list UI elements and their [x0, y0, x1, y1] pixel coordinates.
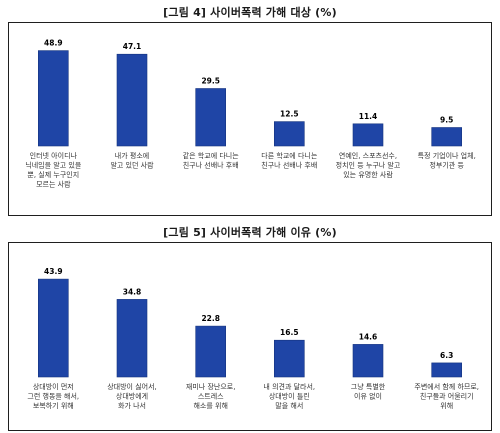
chart-panel-figure5: 43.9 상대방이 먼저 그런 행동을 해서, 보복하기 위해 34.8 상대방이 싫어서…	[8, 242, 492, 431]
category-label-1-2: 재미나 장난으로, 스트레스 해소를 위해	[186, 382, 236, 410]
bar-1-0	[37, 278, 69, 378]
category-label-line: 다른 학교에 다니는	[261, 151, 318, 160]
bar-0-3	[273, 121, 305, 147]
chart-title-figure5: [그림 5] 사이버폭력 가해 이유 (%)	[163, 226, 337, 239]
bar-0-1	[116, 53, 148, 147]
chart-title-figure4: [그림 4] 사이버폭력 가해 대상 (%)	[163, 6, 337, 19]
category-label-1-0: 상대방이 먼저 그런 행동을 해서, 보복하기 위해	[27, 382, 79, 410]
data-label-1-4: 14.6	[359, 332, 378, 341]
category-label-line: 특정 기업이나 업체,	[418, 151, 476, 160]
data-label-1-1: 34.8	[123, 287, 142, 296]
bar-0-0	[37, 50, 69, 147]
category-label-line: 스트레스	[198, 392, 224, 401]
bar-1-3	[273, 339, 305, 378]
bar-0-4	[352, 123, 384, 147]
bar-1-1	[116, 299, 148, 378]
data-label-0-3: 12.5	[280, 110, 299, 119]
category-label-line: 화가 나서	[118, 401, 146, 410]
category-label-line: 해소를 위해	[193, 401, 227, 410]
category-label-line: 말을 해서	[275, 401, 303, 410]
category-label-line: 정부기관 등	[429, 161, 464, 170]
data-label-1-3: 16.5	[280, 328, 299, 337]
bar-chart-figure5: 43.9 상대방이 먼저 그런 행동을 해서, 보복하기 위해 34.8 상대방이 싫어서…	[27, 267, 479, 410]
category-label-line: 친구들과 어울리기	[420, 392, 474, 401]
category-label-0-3: 다른 학교에 다니는 친구나 선배나 후배	[261, 151, 318, 170]
category-label-line: 위해	[440, 401, 453, 410]
category-label-line: 상대방이 틀린	[269, 392, 310, 401]
data-label-0-0: 48.9	[44, 39, 63, 48]
category-label-1-3: 내 의견과 달라서, 상대방이 틀린 말을 해서	[263, 382, 315, 410]
category-label-0-5: 특정 기업이나 업체, 정부기관 등	[418, 151, 476, 170]
category-label-0-0: 인터넷 아이디나 닉네임을 알고 있을 뿐, 실제 누구인지 모르는 사람	[25, 151, 82, 189]
category-label-line: 상대방에게	[116, 392, 148, 401]
category-label-line: 뿐, 실제 누구인지	[27, 170, 79, 179]
category-label-line: 내가 평소에	[115, 151, 149, 160]
category-label-line: 있는 유명한 사람	[343, 170, 393, 179]
category-label-line: 알고 있던 사람	[110, 161, 154, 170]
category-label-line: 모르는 사람	[36, 180, 71, 189]
bar-0-2	[195, 88, 226, 147]
category-label-line: 친구나 선배나 후배	[183, 161, 239, 170]
bar-1-2	[195, 325, 226, 378]
category-label-0-2: 같은 학교에 다니는 친구나 선배나 후배	[183, 151, 240, 170]
category-label-line: 그런 행동을 해서,	[27, 392, 79, 401]
bar-1-4	[352, 344, 384, 378]
category-label-0-1: 내가 평소에 알고 있던 사람	[110, 151, 154, 170]
data-label-1-0: 43.9	[44, 267, 63, 276]
bar-0-5	[431, 127, 463, 147]
bar-1-5	[431, 362, 463, 378]
category-label-line: 상대방이 먼저	[33, 382, 74, 391]
category-label-line: 친구나 선배나 후배	[261, 161, 317, 170]
category-label-line: 상대방이 싫어서,	[107, 382, 157, 391]
data-label-0-4: 11.4	[359, 112, 378, 121]
category-label-line: 닉네임을 알고 있을	[25, 161, 82, 170]
data-label-0-5: 9.5	[440, 116, 453, 125]
category-label-line: 이유 없이	[354, 392, 382, 401]
category-label-1-4: 그냥 특별한 이유 없이	[351, 382, 386, 401]
category-label-line: 연예인, 스포츠선수,	[339, 151, 397, 160]
data-label-0-2: 29.5	[201, 77, 220, 86]
category-label-line: 보복하기 위해	[33, 401, 74, 410]
category-label-line: 주변에서 함께 하므로,	[414, 382, 479, 391]
category-label-1-1: 상대방이 싫어서, 상대방에게 화가 나서	[107, 382, 157, 410]
category-label-line: 재미나 장난으로,	[186, 382, 236, 391]
category-label-line: 그냥 특별한	[351, 382, 386, 391]
data-label-1-2: 22.8	[201, 314, 220, 323]
bar-chart-figure4: 48.9 인터넷 아이디나 닉네임을 알고 있을 뿐, 실제 누구인지 모르는 사람 47…	[25, 39, 476, 189]
category-label-line: 인터넷 아이디나	[30, 151, 78, 160]
category-label-0-4: 연예인, 스포츠선수, 정치인 등 누구나 알고 있는 유명한 사람	[336, 151, 401, 179]
category-label-line: 내 의견과 달라서,	[263, 382, 315, 391]
chart-panel-figure4: 48.9 인터넷 아이디나 닉네임을 알고 있을 뿐, 실제 누구인지 모르는 사람 47…	[8, 22, 492, 216]
category-label-line: 정치인 등 누구나 알고	[336, 161, 401, 170]
category-label-line: 같은 학교에 다니는	[183, 151, 240, 160]
data-label-1-5: 6.3	[440, 351, 453, 360]
data-label-0-1: 47.1	[123, 42, 142, 51]
category-label-1-5: 주변에서 함께 하므로, 친구들과 어울리기 위해	[414, 382, 479, 410]
